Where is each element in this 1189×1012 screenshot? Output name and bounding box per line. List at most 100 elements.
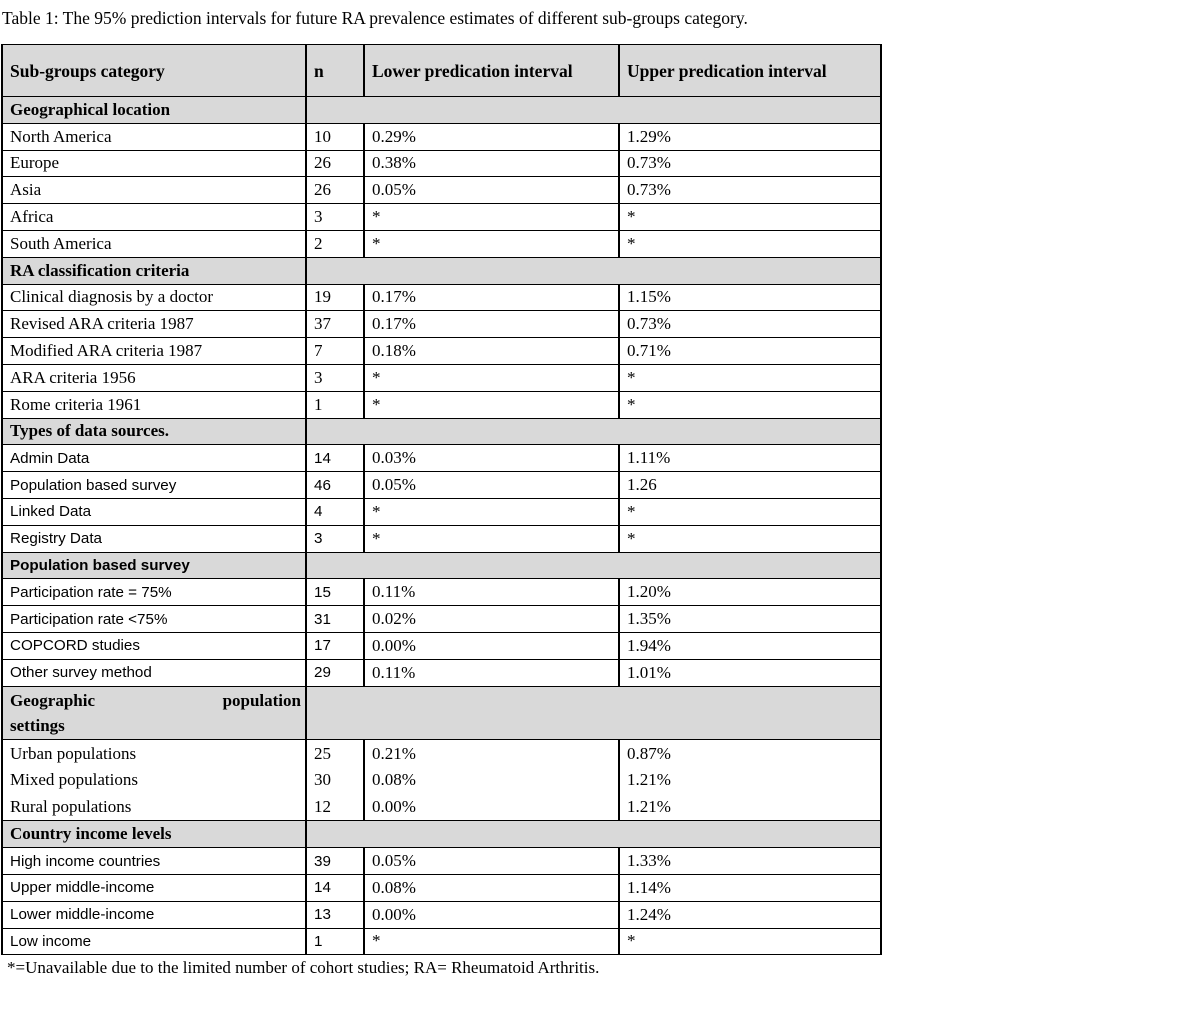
upper-cell: 0.73%	[618, 176, 882, 205]
table-row: Participation rate = 75% 15 0.11% 1.20%	[1, 578, 882, 607]
lower-cell: 0.08%	[363, 873, 620, 902]
n-cell: 26	[305, 176, 365, 205]
upper-value: 0.87%	[627, 743, 671, 763]
label-cell: Revised ARA criteria 1987	[1, 310, 307, 339]
table-row: Europe 26 0.38% 0.73%	[1, 149, 882, 178]
section-label: Types of data sources.	[1, 417, 307, 446]
n-cell: 3	[305, 363, 365, 392]
n-cell: 39	[305, 847, 365, 875]
n-cell: 2	[305, 229, 365, 258]
table-row: Population based survey 46 0.05% 1.26	[1, 471, 882, 499]
upper-cell: *	[618, 927, 882, 956]
label-cell: COPCORD studies	[1, 631, 307, 660]
header-n: n	[305, 44, 365, 97]
n-cell: 29	[305, 658, 365, 687]
upper-cell: 1.94%	[618, 631, 882, 660]
lower-cell: *	[363, 229, 620, 258]
upper-cell: *	[618, 229, 882, 258]
table-row: Linked Data 4 * *	[1, 497, 882, 526]
n-cell: 14	[305, 873, 365, 902]
table-row: Admin Data 14 0.03% 1.11%	[1, 444, 882, 473]
section-label: RA classification criteria	[1, 256, 307, 285]
lower-value: 0.00%	[372, 796, 416, 816]
n-cell: 1	[305, 927, 365, 956]
header-lower-interval: Lower predication interval	[363, 44, 620, 97]
lower-value: 0.08%	[372, 770, 416, 790]
lower-cell: 0.00%	[363, 631, 620, 660]
label-cell: Upper middle-income	[1, 873, 307, 902]
section-fill-cell	[305, 256, 882, 285]
n-value: 12	[314, 796, 331, 816]
n-cell: 15	[305, 578, 365, 607]
label-cell: Lower middle-income	[1, 900, 307, 929]
table-row: Africa 3 * *	[1, 203, 882, 231]
n-cell: 14	[305, 444, 365, 473]
n-cell: 4	[305, 497, 365, 526]
section-label: Country income levels	[1, 820, 307, 849]
n-cell: 3	[305, 203, 365, 231]
section-label-word: population	[222, 690, 301, 710]
section-label: Geographical location	[1, 96, 307, 124]
lower-cell: 0.18%	[363, 337, 620, 365]
table-row: Registry Data 3 * *	[1, 524, 882, 553]
table-row: Other survey method 29 0.11% 1.01%	[1, 658, 882, 687]
section-row: Types of data sources.	[1, 417, 882, 446]
section-fill-cell	[305, 417, 882, 446]
lower-cell: 0.21% 0.08% 0.00%	[363, 738, 620, 822]
label-cell: Rome criteria 1961	[1, 390, 307, 419]
upper-cell: 1.26	[618, 471, 882, 499]
upper-cell: *	[618, 524, 882, 553]
label-cell: South America	[1, 229, 307, 258]
label-value: Urban populations	[10, 743, 137, 763]
lower-cell: 0.29%	[363, 122, 620, 151]
header-upper-interval: Upper predication interval	[618, 44, 882, 97]
label-cell: Admin Data	[1, 444, 307, 473]
upper-cell: 1.01%	[618, 658, 882, 687]
section-row: Country income levels	[1, 820, 882, 849]
n-cell: 1	[305, 390, 365, 419]
n-cell: 25 30 12	[305, 738, 365, 822]
upper-cell: *	[618, 497, 882, 526]
lower-cell: 0.03%	[363, 444, 620, 473]
n-cell: 3	[305, 524, 365, 553]
upper-cell: 0.73%	[618, 149, 882, 178]
upper-cell: 0.87% 1.21% 1.21%	[618, 738, 882, 822]
upper-value: 1.21%	[627, 770, 671, 790]
table-caption: Table 1: The 95% prediction intervals fo…	[2, 8, 748, 28]
label-cell: Asia	[1, 176, 307, 205]
section-row: Population based survey	[1, 551, 882, 580]
n-cell: 46	[305, 471, 365, 499]
table-row: ARA criteria 1956 3 * *	[1, 363, 882, 392]
section-label: Geographic population settings	[1, 685, 307, 740]
table-row: High income countries 39 0.05% 1.33%	[1, 847, 882, 875]
table-row: Clinical diagnosis by a doctor 19 0.17% 1.1…	[1, 283, 882, 312]
upper-cell: 1.29%	[618, 122, 882, 151]
lower-cell: 0.17%	[363, 283, 620, 312]
label-value: Rural populations	[10, 796, 132, 816]
n-value: 25	[314, 743, 331, 763]
table-row: Modified ARA criteria 1987 7 0.18% 0.71%	[1, 337, 882, 365]
section-fill-cell	[305, 96, 882, 124]
n-cell: 26	[305, 149, 365, 178]
upper-cell: 1.14%	[618, 873, 882, 902]
table-row: Participation rate <75% 31 0.02% 1.35%	[1, 605, 882, 633]
upper-cell: 1.20%	[618, 578, 882, 607]
section-label-word: Geographic	[10, 690, 95, 710]
merged-data-row: Urban populations Mixed populations Rural …	[1, 738, 882, 822]
upper-cell: *	[618, 203, 882, 231]
label-cell: Europe	[1, 149, 307, 178]
upper-cell: *	[618, 390, 882, 419]
upper-cell: 1.11%	[618, 444, 882, 473]
upper-cell: 1.24%	[618, 900, 882, 929]
table-row: Upper middle-income 14 0.08% 1.14%	[1, 873, 882, 902]
lower-cell: 0.11%	[363, 578, 620, 607]
n-cell: 13	[305, 900, 365, 929]
lower-cell: 0.05%	[363, 847, 620, 875]
section-label-word: settings	[10, 715, 65, 735]
n-value: 30	[314, 770, 331, 790]
header-category: Sub-groups category	[1, 44, 307, 97]
upper-cell: *	[618, 363, 882, 392]
table-footnote: *=Unavailable due to the limited number …	[7, 958, 600, 978]
label-cell: Clinical diagnosis by a doctor	[1, 283, 307, 312]
upper-cell: 1.35%	[618, 605, 882, 633]
